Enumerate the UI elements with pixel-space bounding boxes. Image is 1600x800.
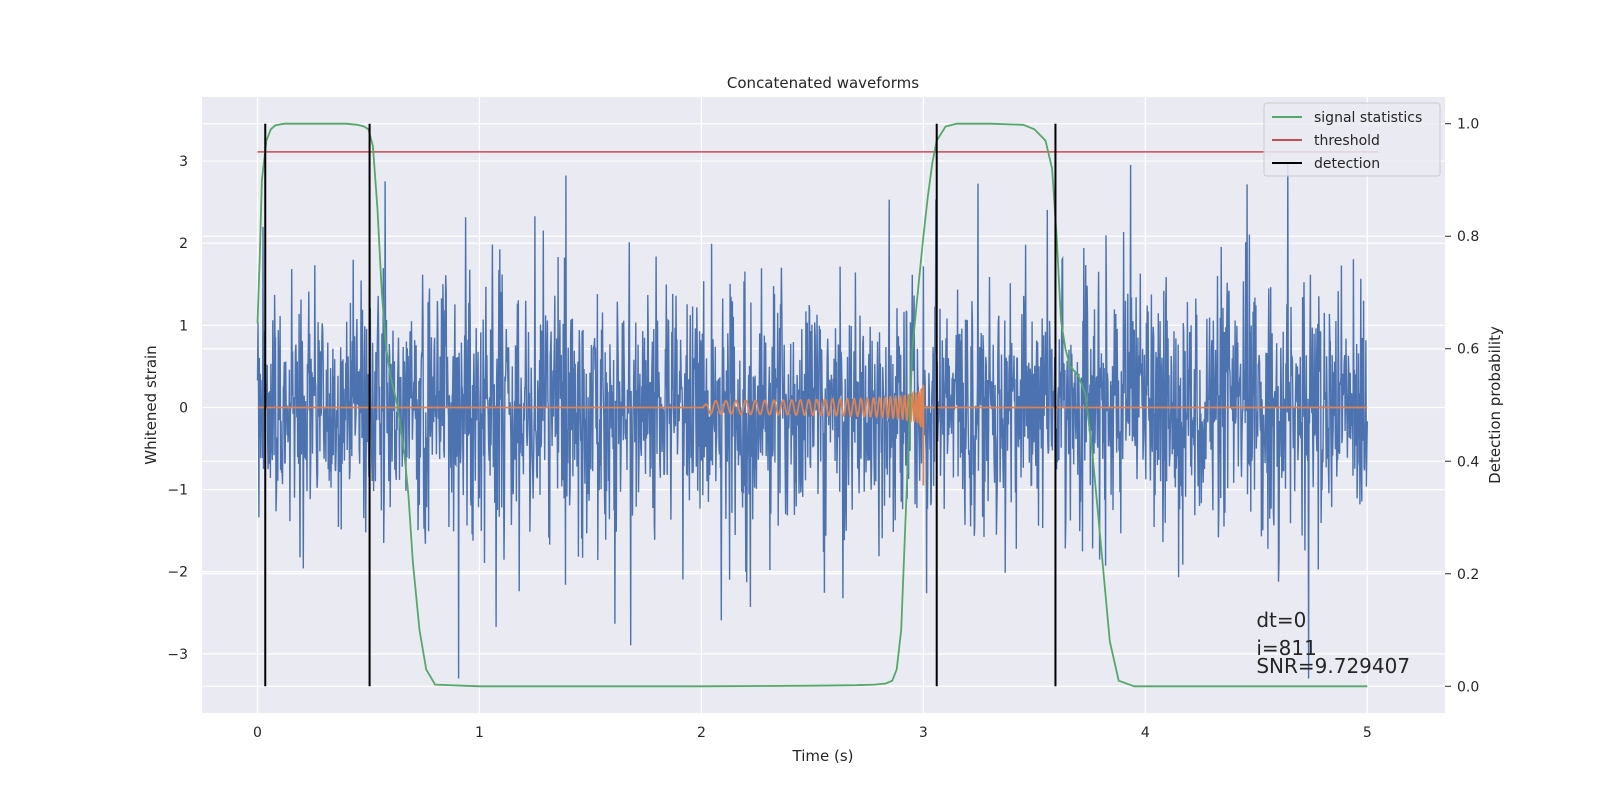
legend-frame (1263, 102, 1441, 177)
y-tick-label: −1 (167, 483, 188, 499)
y2-tick-label: 0.8 (1457, 229, 1479, 245)
y-tick-label: −2 (167, 565, 188, 581)
y2-axis-label: Detection probability (1486, 326, 1504, 484)
signal-statistics-line (256, 122, 1368, 688)
y-tick-label: −3 (167, 647, 188, 663)
y2-tick-label: 0.0 (1457, 679, 1479, 695)
x-axis-ticks: 0 1 2 3 4 5 (253, 725, 1372, 741)
x-tick-label: 4 (1141, 725, 1150, 741)
y2-tick-label: 0.2 (1457, 567, 1479, 583)
noise-line (256, 162, 1368, 679)
chirp-series (257, 384, 1368, 486)
y2-tick-label: 0.4 (1457, 454, 1479, 470)
chart-title: Concatenated waveforms (727, 74, 919, 92)
y-tick-label: 0 (179, 400, 188, 416)
y2-axis-ticks: 0.0 0.2 0.4 0.6 0.8 1.0 (1445, 117, 1479, 695)
legend-label: threshold (1314, 133, 1380, 149)
signal-statistics-series (256, 122, 1368, 688)
y-tick-label: 1 (179, 318, 188, 334)
y2-tick-label: 0.6 (1457, 342, 1479, 358)
y-axis-ticks: −3 −2 −1 0 1 2 3 (167, 154, 188, 663)
annotation-text: dt=0 (1256, 608, 1306, 632)
x-tick-label: 5 (1363, 725, 1372, 741)
y-axis-label: Whitened strain (142, 345, 160, 464)
legend-label: detection (1314, 156, 1380, 172)
chirp-line (257, 384, 1368, 486)
noise-series (256, 162, 1368, 679)
x-axis-label: Time (s) (792, 747, 854, 765)
y2-tick-label: 1.0 (1457, 117, 1479, 133)
legend: signal statistics threshold detection (1263, 102, 1441, 177)
x-tick-label: 0 (253, 725, 262, 741)
annotation-text: SNR=9.729407 (1256, 654, 1410, 678)
x-tick-label: 3 (919, 725, 928, 741)
y-tick-label: 2 (179, 236, 188, 252)
x-tick-label: 1 (475, 725, 484, 741)
legend-label: signal statistics (1314, 110, 1422, 126)
detection-series (264, 123, 1057, 687)
x-tick-label: 2 (697, 725, 706, 741)
y-tick-label: 3 (179, 154, 188, 170)
annotation-text: i=811 (1256, 636, 1317, 660)
